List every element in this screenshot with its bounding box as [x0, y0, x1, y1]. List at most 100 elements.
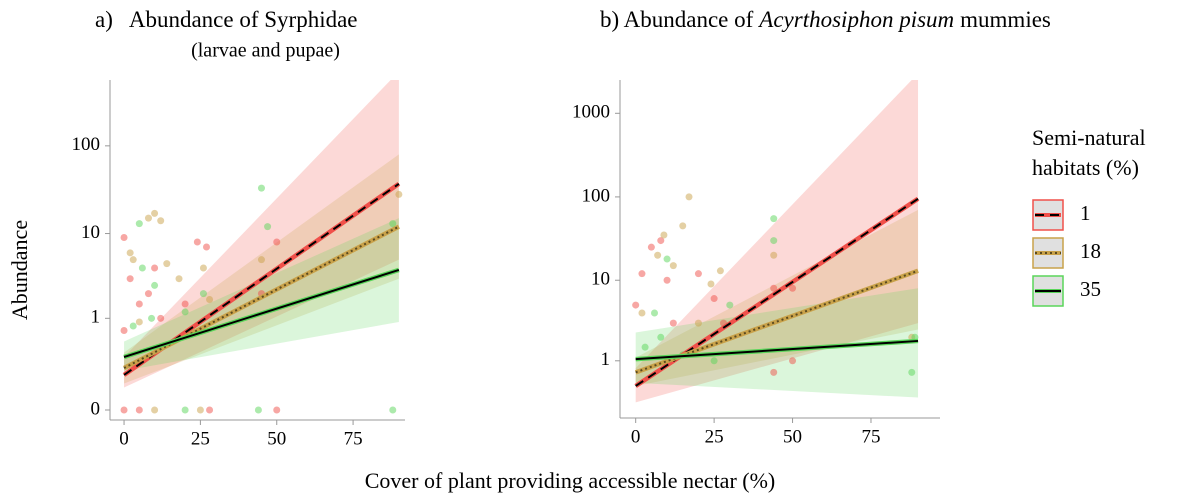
x-tick-label: 75	[344, 428, 363, 449]
data-point	[641, 343, 649, 351]
x-axis-label: Cover of plant providing accessible nect…	[365, 468, 776, 493]
data-point	[632, 301, 640, 309]
confidence-band	[124, 80, 399, 388]
data-point	[669, 319, 677, 327]
data-point	[199, 264, 207, 272]
x-tick-label: 25	[191, 428, 210, 449]
data-point	[789, 284, 797, 292]
data-point	[395, 190, 403, 198]
data-point	[657, 333, 665, 341]
y-tick-label: 1	[601, 349, 611, 370]
y-tick-label: 0	[91, 398, 101, 419]
data-point	[157, 314, 165, 322]
data-point	[135, 300, 143, 308]
y-tick-label: 1	[91, 307, 101, 328]
data-point	[710, 357, 718, 365]
data-point	[716, 267, 724, 275]
chart-title: a) Abundance of Syrphidae	[95, 7, 358, 32]
data-point	[726, 301, 734, 309]
y-tick-label: 100	[72, 134, 101, 155]
data-point	[789, 357, 797, 365]
data-point	[181, 308, 189, 316]
data-point	[120, 234, 128, 242]
data-point	[770, 251, 778, 259]
x-tick-label: 75	[861, 426, 880, 447]
y-tick-label: 100	[582, 185, 611, 206]
title-part: mummies	[960, 7, 1051, 32]
title-part: Acyrthosiphon pisum	[757, 7, 954, 32]
legend-label: 18	[1080, 239, 1101, 263]
x-tick-label: 0	[119, 428, 129, 449]
title-part: b) Abundance of	[600, 7, 754, 32]
data-point	[264, 223, 272, 231]
data-point	[144, 290, 152, 298]
fit-line	[635, 197, 919, 387]
fit-line	[635, 339, 919, 361]
data-point	[663, 255, 671, 263]
data-point	[770, 215, 778, 223]
data-point	[694, 270, 702, 278]
data-point	[257, 256, 265, 264]
data-point	[148, 314, 156, 322]
y-tick-label: 10	[81, 222, 100, 243]
data-point	[638, 270, 646, 278]
x-tick-label: 50	[267, 428, 286, 449]
data-point	[135, 406, 143, 414]
data-point	[129, 256, 137, 264]
fit-line	[123, 268, 400, 358]
data-point	[151, 264, 159, 272]
legend-title: habitats (%)	[1032, 155, 1139, 180]
legend-title: Semi-natural	[1032, 125, 1146, 150]
plot-area	[120, 80, 403, 414]
data-point	[144, 214, 152, 222]
data-point	[193, 238, 201, 246]
data-point	[660, 231, 668, 239]
y-tick-label: 10	[591, 269, 610, 290]
data-point	[694, 319, 702, 327]
data-point	[196, 406, 204, 414]
data-point	[638, 309, 646, 317]
data-point	[175, 275, 183, 283]
data-point	[151, 281, 159, 289]
data-point	[770, 368, 778, 376]
fit-line	[123, 182, 400, 376]
data-point	[181, 406, 189, 414]
data-point	[679, 222, 687, 230]
data-point	[770, 284, 778, 292]
legend-label: 1	[1080, 201, 1091, 225]
data-point	[685, 193, 693, 201]
data-point	[157, 217, 165, 225]
data-point	[151, 209, 159, 217]
x-tick-label: 25	[705, 426, 724, 447]
legend-label: 35	[1080, 277, 1101, 301]
data-point	[669, 262, 677, 270]
data-point	[257, 184, 265, 192]
y-tick-label: 1000	[572, 102, 610, 123]
data-point	[129, 322, 137, 330]
data-point	[908, 368, 916, 376]
data-point	[126, 249, 134, 257]
data-point	[710, 295, 718, 303]
data-point	[181, 300, 189, 308]
data-point	[273, 406, 281, 414]
data-point	[138, 264, 146, 272]
data-point	[126, 275, 134, 283]
data-point	[389, 220, 397, 228]
data-point	[203, 243, 211, 251]
data-point	[273, 238, 281, 246]
x-tick-label: 0	[631, 426, 641, 447]
y-axis-label: Abundance	[7, 220, 32, 320]
title-part: a) Abundance of Syrphidae	[95, 7, 358, 32]
confidence-band	[635, 209, 919, 386]
data-point	[654, 251, 662, 259]
data-point	[151, 406, 159, 414]
data-point	[663, 276, 671, 284]
data-point	[707, 280, 715, 288]
data-point	[120, 326, 128, 334]
data-point	[120, 406, 128, 414]
data-point	[163, 260, 171, 268]
data-point	[135, 220, 143, 228]
data-point	[206, 406, 214, 414]
data-point	[647, 243, 655, 251]
